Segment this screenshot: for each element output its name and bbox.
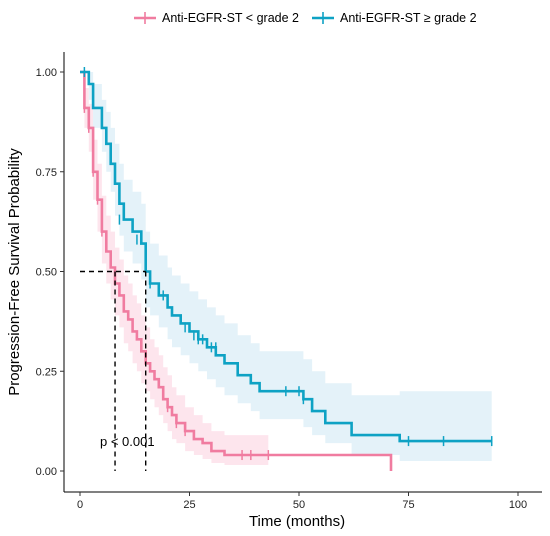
- legend-label-grade-below-2: Anti-EGFR-ST < grade 2: [162, 11, 299, 25]
- x-tick-label-0: 0: [77, 499, 83, 511]
- x-tick-label-4: 100: [509, 499, 527, 511]
- x-tick-label-2: 50: [293, 499, 305, 511]
- confidence-band-1: [80, 72, 492, 461]
- y-tick-label-3: 0.75: [36, 167, 57, 179]
- y-axis-title: Progression-Free Survival Probability: [6, 148, 23, 396]
- legend: Anti-EGFR-ST < grade 2 Anti-EGFR-ST ≥ gr…: [134, 11, 477, 25]
- survival-curve-0: [80, 70, 393, 471]
- survival-curve-1: [80, 70, 492, 443]
- y-tick-label-0: 0.00: [36, 466, 57, 478]
- legend-label-grade-2-or-above: Anti-EGFR-ST ≥ grade 2: [340, 11, 477, 25]
- y-tick-label-1: 0.25: [36, 366, 57, 378]
- x-tick-label-1: 25: [183, 499, 195, 511]
- y-tick-label-4: 1.00: [36, 67, 57, 79]
- x-tick-label-3: 75: [402, 499, 414, 511]
- p-value-annotation: p < 0.001: [100, 434, 155, 449]
- y-tick-label-2: 0.50: [36, 267, 57, 279]
- confidence-band-0: [80, 72, 269, 465]
- plot-area: 0 25 50 75 100 0.00 0.25 0.50 0.75 1.00: [36, 52, 542, 511]
- x-axis-title: Time (months): [249, 513, 345, 530]
